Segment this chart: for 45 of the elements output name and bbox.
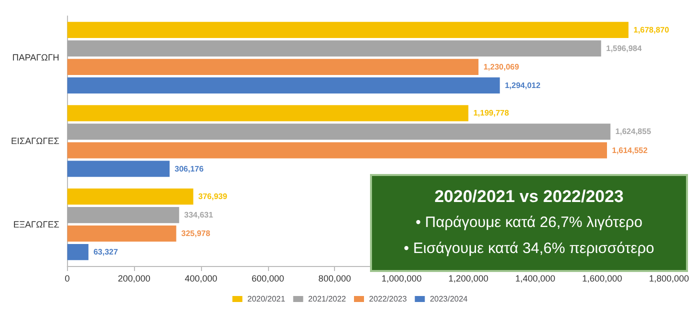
- x-tick-label: 0: [64, 274, 70, 284]
- data-label: 376,939: [198, 192, 228, 202]
- data-label: 63,327: [93, 248, 118, 257]
- bar: [67, 207, 180, 224]
- data-label: 306,176: [174, 164, 204, 174]
- x-tick-label: 1,600,000: [582, 274, 622, 284]
- data-label: 1,596,984: [606, 44, 642, 53]
- legend-label: 2022/2023: [369, 294, 408, 304]
- data-label: 1,199,778: [473, 108, 510, 118]
- y-tick-label: ΠΑΡΑΓΩΓΗ: [12, 52, 60, 63]
- bar: [67, 22, 628, 38]
- x-tick-label: 1,800,000: [648, 274, 690, 284]
- bar: [67, 188, 194, 205]
- data-label: 1,294,012: [504, 80, 541, 90]
- data-label: 1,614,552: [612, 146, 648, 155]
- data-label: 1,624,855: [615, 127, 652, 136]
- data-label: 1,230,069: [483, 62, 520, 72]
- x-tick-label: 200,000: [118, 274, 150, 284]
- annotation: 2020/2021 vs 2022/2023: [433, 186, 625, 208]
- x-tick-label: 1,200,000: [448, 274, 488, 284]
- legend-label: 2023/2024: [430, 294, 468, 304]
- annotation: • Παράγουμε κατά 26,7% λιγότερο: [414, 213, 644, 233]
- x-tick-label: 400,000: [184, 274, 218, 284]
- legend-label: 2020/2021: [247, 294, 286, 304]
- bar: [67, 40, 602, 56]
- bar: [67, 226, 176, 242]
- bar: [67, 77, 500, 94]
- x-tick-label: 1,000,000: [382, 274, 422, 284]
- bar: [67, 142, 607, 158]
- bar: [67, 58, 478, 75]
- legend-label: 2021/2022: [308, 294, 347, 304]
- bar: [67, 244, 88, 260]
- bar: [67, 124, 610, 140]
- x-tick-label: 800,000: [318, 274, 351, 284]
- x-tick-label: 600,000: [252, 274, 284, 284]
- text-box: 2020/2021 vs 2022/2023 • Παράγουμε κατά 26,7% λιγότερο • Εισάγουμε κατά 34,6% περισσότερο: [370, 174, 688, 272]
- bar: [67, 160, 170, 177]
- data-label: 1,678,870: [633, 25, 670, 34]
- bar: [67, 105, 468, 122]
- y-tick-label: ΕΞΑΓΩΓΕΣ: [13, 219, 60, 230]
- data-label: 325,978: [181, 229, 211, 238]
- annotation: • Εισάγουμε κατά 34,6% περισσότερο: [402, 239, 656, 259]
- data-label: 334,631: [184, 210, 214, 220]
- y-tick-label: ΕΙΣΑΓΩΓΕΣ: [10, 136, 60, 146]
- x-tick-label: 1,400,000: [515, 274, 556, 284]
